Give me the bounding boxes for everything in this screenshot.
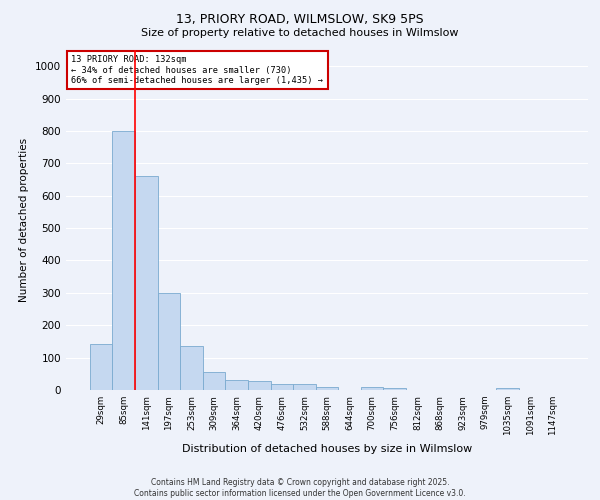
Bar bbox=[203, 372, 226, 390]
Bar bbox=[90, 344, 112, 390]
Bar bbox=[226, 380, 248, 390]
Bar bbox=[135, 176, 158, 390]
Bar bbox=[293, 384, 316, 390]
Bar bbox=[112, 131, 135, 390]
Bar bbox=[383, 388, 406, 390]
Bar bbox=[361, 387, 383, 390]
Text: Contains HM Land Registry data © Crown copyright and database right 2025.
Contai: Contains HM Land Registry data © Crown c… bbox=[134, 478, 466, 498]
Text: Size of property relative to detached houses in Wilmslow: Size of property relative to detached ho… bbox=[141, 28, 459, 38]
X-axis label: Distribution of detached houses by size in Wilmslow: Distribution of detached houses by size … bbox=[182, 444, 472, 454]
Bar bbox=[180, 346, 203, 390]
Bar bbox=[158, 293, 180, 390]
Bar bbox=[248, 381, 271, 390]
Bar bbox=[496, 388, 519, 390]
Bar bbox=[271, 384, 293, 390]
Text: 13, PRIORY ROAD, WILMSLOW, SK9 5PS: 13, PRIORY ROAD, WILMSLOW, SK9 5PS bbox=[176, 12, 424, 26]
Bar bbox=[316, 387, 338, 390]
Text: 13 PRIORY ROAD: 132sqm
← 34% of detached houses are smaller (730)
66% of semi-de: 13 PRIORY ROAD: 132sqm ← 34% of detached… bbox=[71, 55, 323, 85]
Y-axis label: Number of detached properties: Number of detached properties bbox=[19, 138, 29, 302]
